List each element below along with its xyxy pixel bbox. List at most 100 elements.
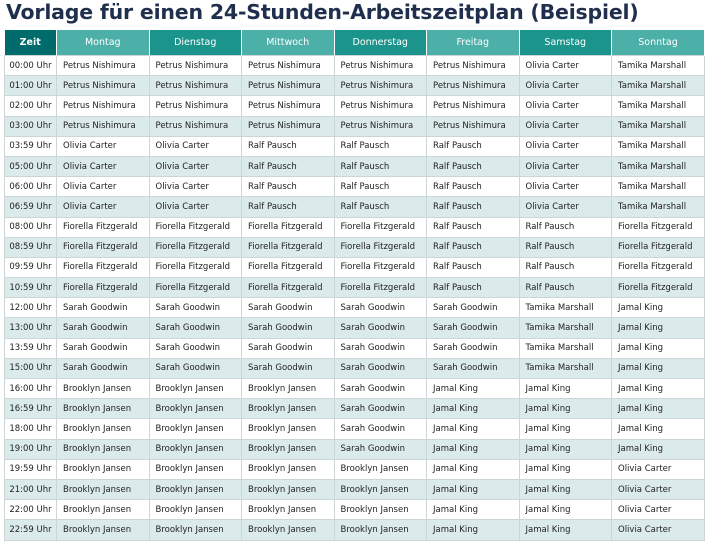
- table-row: 02:00 Uhr Petrus Nishimura Petrus Nishimur…: [4, 95, 705, 117]
- shift-cell: Jamal King: [611, 398, 705, 420]
- shift-cell: Ralf Pausch: [426, 135, 520, 157]
- shift-cell: Petrus Nishimura: [241, 115, 335, 137]
- shift-cell: Ralf Pausch: [426, 196, 520, 218]
- table-row: 22:00 Uhr Brooklyn Jansen Brooklyn Jansen B…: [4, 499, 705, 521]
- table-row: 16:59 Uhr Brooklyn Jansen Brooklyn Jansen B…: [4, 398, 705, 420]
- shift-cell: Olivia Carter: [56, 155, 150, 178]
- time-cell: 15:00 Uhr: [4, 357, 57, 380]
- page-title: Vorlage für einen 24-Stunden-Arbeitszeit…: [6, 0, 639, 24]
- time-cell: 08:00 Uhr: [4, 216, 57, 238]
- shift-cell: Fiorella Fitzgerald: [148, 277, 242, 299]
- shift-cell: Fiorella Fitzgerald: [333, 236, 427, 258]
- shift-cell: Petrus Nishimura: [426, 54, 520, 77]
- shift-cell: Petrus Nishimura: [333, 115, 427, 137]
- time-cell: 06:59 Uhr: [4, 196, 57, 218]
- shift-cell: Jamal King: [611, 337, 705, 359]
- shift-cell: Sarah Goodwin: [333, 357, 427, 380]
- shift-cell: Olivia Carter: [56, 176, 150, 198]
- time-cell: 22:59 Uhr: [4, 519, 57, 541]
- table-row: 09:59 Uhr Fiorella Fitzgerald Fiorella Fit…: [4, 256, 705, 279]
- shift-cell: Olivia Carter: [56, 135, 150, 157]
- shift-cell: Brooklyn Jansen: [333, 478, 427, 501]
- time-cell: 03:59 Uhr: [4, 135, 57, 157]
- shift-cell: Olivia Carter: [518, 95, 612, 117]
- shift-cell: Brooklyn Jansen: [241, 499, 335, 521]
- table-row: 08:00 Uhr Fiorella Fitzgerald Fiorella Fit…: [4, 216, 705, 238]
- time-cell: 16:59 Uhr: [4, 398, 57, 420]
- header-day-monday: Montag: [56, 30, 150, 56]
- header-day-tuesday: Dienstag: [149, 30, 242, 56]
- shift-cell: Jamal King: [518, 438, 612, 460]
- shift-cell: Ralf Pausch: [426, 256, 520, 279]
- shift-cell: Petrus Nishimura: [56, 115, 150, 137]
- shift-cell: Jamal King: [518, 519, 612, 541]
- shift-cell: Fiorella Fitzgerald: [241, 277, 335, 299]
- shift-cell: Jamal King: [518, 499, 612, 521]
- shift-cell: Brooklyn Jansen: [56, 458, 150, 480]
- shift-cell: Ralf Pausch: [426, 236, 520, 258]
- shift-cell: Olivia Carter: [611, 458, 705, 480]
- shift-cell: Brooklyn Jansen: [148, 519, 242, 541]
- shift-cell: Sarah Goodwin: [333, 398, 427, 420]
- shift-cell: Tamika Marshall: [518, 337, 612, 359]
- shift-cell: Sarah Goodwin: [333, 418, 427, 440]
- shift-cell: Tamika Marshall: [518, 357, 612, 380]
- shift-cell: Olivia Carter: [518, 135, 612, 157]
- shift-cell: Petrus Nishimura: [333, 75, 427, 97]
- shift-cell: Sarah Goodwin: [148, 337, 242, 359]
- shift-cell: Fiorella Fitzgerald: [611, 216, 705, 238]
- table-row: 19:59 Uhr Brooklyn Jansen Brooklyn Jansen B…: [4, 458, 705, 480]
- shift-cell: Jamal King: [426, 438, 520, 460]
- table-row: 12:00 Uhr Sarah Goodwin Sarah Goodwin Sarah…: [4, 297, 705, 319]
- shift-cell: Brooklyn Jansen: [241, 478, 335, 501]
- table-row: 15:00 Uhr Sarah Goodwin Sarah Goodwin Sarah…: [4, 357, 705, 380]
- table-row: 00:00 Uhr Petrus Nishimura Petrus Nishimur…: [4, 54, 705, 77]
- shift-cell: Petrus Nishimura: [241, 54, 335, 77]
- shift-cell: Jamal King: [518, 458, 612, 480]
- shift-cell: Olivia Carter: [611, 499, 705, 521]
- table-row: 06:00 Uhr Olivia Carter Olivia Carter Ralf …: [4, 176, 705, 198]
- schedule-body: 00:00 Uhr Petrus Nishimura Petrus Nishimur…: [4, 54, 705, 541]
- table-row: 03:59 Uhr Olivia Carter Olivia Carter Ralf …: [4, 135, 705, 157]
- shift-cell: Brooklyn Jansen: [56, 438, 150, 460]
- shift-cell: Jamal King: [426, 458, 520, 480]
- shift-cell: Olivia Carter: [148, 176, 242, 198]
- shift-cell: Brooklyn Jansen: [56, 519, 150, 541]
- time-cell: 06:00 Uhr: [4, 176, 57, 198]
- header-time: Zeit: [4, 30, 57, 56]
- shift-cell: Sarah Goodwin: [56, 317, 150, 339]
- shift-cell: Ralf Pausch: [426, 176, 520, 198]
- shift-cell: Sarah Goodwin: [56, 297, 150, 319]
- shift-cell: Fiorella Fitzgerald: [611, 256, 705, 279]
- shift-cell: Ralf Pausch: [426, 155, 520, 178]
- shift-cell: Olivia Carter: [518, 115, 612, 137]
- shift-cell: Brooklyn Jansen: [241, 418, 335, 440]
- shift-cell: Ralf Pausch: [518, 216, 612, 238]
- shift-cell: Brooklyn Jansen: [56, 377, 150, 400]
- shift-cell: Sarah Goodwin: [241, 337, 335, 359]
- shift-cell: Jamal King: [426, 519, 520, 541]
- shift-cell: Ralf Pausch: [333, 155, 427, 178]
- table-row: 21:00 Uhr Brooklyn Jansen Brooklyn Jansen B…: [4, 478, 705, 501]
- shift-cell: Tamika Marshall: [611, 135, 705, 157]
- shift-cell: Ralf Pausch: [518, 256, 612, 279]
- shift-cell: Tamika Marshall: [611, 54, 705, 77]
- shift-cell: Brooklyn Jansen: [241, 398, 335, 420]
- shift-cell: Brooklyn Jansen: [241, 438, 335, 460]
- time-cell: 05:00 Uhr: [4, 155, 57, 178]
- shift-cell: Sarah Goodwin: [241, 317, 335, 339]
- shift-cell: Jamal King: [611, 438, 705, 460]
- time-cell: 18:00 Uhr: [4, 418, 57, 440]
- shift-cell: Ralf Pausch: [241, 135, 335, 157]
- shift-cell: Sarah Goodwin: [148, 357, 242, 380]
- shift-cell: Fiorella Fitzgerald: [148, 236, 242, 258]
- shift-cell: Sarah Goodwin: [333, 377, 427, 400]
- shift-cell: Sarah Goodwin: [426, 317, 520, 339]
- shift-cell: Tamika Marshall: [611, 75, 705, 97]
- shift-cell: Fiorella Fitzgerald: [56, 236, 150, 258]
- table-row: 13:00 Uhr Sarah Goodwin Sarah Goodwin Sarah…: [4, 317, 705, 339]
- shift-cell: Fiorella Fitzgerald: [56, 216, 150, 238]
- shift-cell: Sarah Goodwin: [333, 337, 427, 359]
- shift-cell: Fiorella Fitzgerald: [241, 236, 335, 258]
- shift-cell: Brooklyn Jansen: [56, 398, 150, 420]
